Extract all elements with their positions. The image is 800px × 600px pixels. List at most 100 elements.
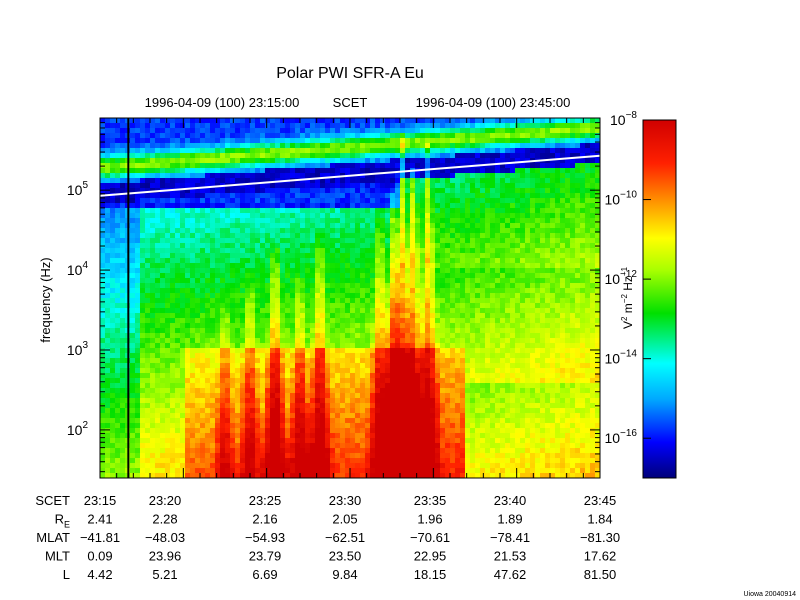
- spectrogram-cell: [265, 208, 271, 214]
- spectrogram-cell: [200, 263, 206, 269]
- spectrogram-cell: [405, 458, 411, 464]
- spectrogram-cell: [280, 298, 286, 304]
- spectrogram-cell: [320, 188, 326, 194]
- spectrogram-cell: [165, 453, 171, 459]
- spectrogram-cell: [210, 448, 216, 454]
- spectrogram-cell: [390, 413, 396, 419]
- spectrogram-cell: [350, 288, 356, 294]
- spectrogram-cell: [210, 373, 216, 379]
- spectrogram-cell: [385, 373, 391, 379]
- spectrogram-cell: [175, 148, 181, 154]
- spectrogram-cell: [445, 208, 451, 214]
- spectrogram-cell: [290, 378, 296, 384]
- spectrogram-cell: [325, 323, 331, 329]
- spectrogram-cell: [400, 153, 406, 159]
- spectrogram-cell: [355, 148, 361, 154]
- spectrogram-cell: [220, 338, 226, 344]
- spectrogram-cell: [165, 243, 171, 249]
- spectrogram-cell: [180, 363, 186, 369]
- spectrogram-cell: [135, 218, 141, 224]
- spectrogram-cell: [265, 218, 271, 224]
- spectrogram-cell: [365, 473, 371, 478]
- spectrogram-cell: [190, 178, 196, 184]
- spectrogram-cell: [345, 143, 351, 149]
- spectrogram-cell: [190, 168, 196, 174]
- spectrogram-cell: [325, 463, 331, 469]
- spectrogram-cell: [255, 333, 261, 339]
- spectrogram-cell: [250, 358, 256, 364]
- spectrogram-cell: [120, 393, 126, 399]
- spectrogram-cell: [120, 123, 126, 129]
- spectrogram-cell: [140, 438, 146, 444]
- spectrogram-cell: [410, 133, 416, 139]
- spectrogram-cell: [415, 228, 421, 234]
- spectrogram-cell: [250, 323, 256, 329]
- spectrogram-cell: [235, 298, 241, 304]
- spectrogram-cell: [295, 133, 301, 139]
- spectrogram-cell: [240, 423, 246, 429]
- spectrogram-cell: [440, 298, 446, 304]
- spectrogram-cell: [405, 408, 411, 414]
- spectrogram-cell: [285, 468, 291, 474]
- spectrogram-cell: [110, 283, 116, 289]
- spectrogram-cell: [250, 188, 256, 194]
- spectrogram-cell: [375, 143, 381, 149]
- spectrogram-cell: [230, 143, 236, 149]
- spectrogram-cell: [105, 333, 111, 339]
- spectrogram-cell: [440, 453, 446, 459]
- spectrogram-cell: [385, 388, 391, 394]
- spectrogram-cell: [120, 143, 126, 149]
- spectrogram-cell: [180, 433, 186, 439]
- spectrogram-cell: [120, 458, 126, 464]
- spectrogram-cell: [440, 323, 446, 329]
- spectrogram-cell: [220, 353, 226, 359]
- spectrogram-cell: [340, 473, 346, 478]
- spectrogram-cell: [360, 118, 366, 124]
- spectrogram-cell: [335, 423, 341, 429]
- spectrogram-cell: [270, 238, 276, 244]
- spectrogram-cell: [220, 198, 226, 204]
- spectrogram-cell: [115, 338, 121, 344]
- spectrogram-cell: [110, 328, 116, 334]
- spectrogram-cell: [375, 238, 381, 244]
- spectrogram-cell: [155, 263, 161, 269]
- spectrogram-cell: [140, 248, 146, 254]
- spectrogram-cell: [305, 458, 311, 464]
- spectrogram-cell: [200, 328, 206, 334]
- spectrogram-cell: [295, 143, 301, 149]
- spectrogram-cell: [205, 328, 211, 334]
- spectrogram-cell: [430, 448, 436, 454]
- spectrogram-cell: [155, 243, 161, 249]
- spectrogram-cell: [355, 203, 361, 209]
- spectrogram-cell: [280, 148, 286, 154]
- spectrogram-cell: [120, 328, 126, 334]
- spectrogram-cell: [330, 193, 336, 199]
- spectrogram-cell: [330, 293, 336, 299]
- spectrogram-cell: [295, 468, 301, 474]
- spectrogram-cell: [145, 323, 151, 329]
- spectrogram-cell: [250, 288, 256, 294]
- spectrogram-cell: [210, 413, 216, 419]
- spectrogram-cell: [180, 283, 186, 289]
- spectrogram-cell: [335, 183, 341, 189]
- spectrogram-cell: [270, 298, 276, 304]
- spectrogram-cell: [435, 233, 441, 239]
- spectrogram-cell: [135, 338, 141, 344]
- spectrogram-cell: [260, 463, 266, 469]
- spectrogram-cell: [115, 308, 121, 314]
- spectrogram-cell: [400, 118, 406, 124]
- spectrogram-cell: [365, 363, 371, 369]
- spectrogram-cell: [200, 368, 206, 374]
- spectrogram-cell: [160, 293, 166, 299]
- spectrogram-cell: [310, 258, 316, 264]
- spectrogram-cell: [110, 268, 116, 274]
- spectrogram-cell: [315, 308, 321, 314]
- spectrogram-cell: [110, 368, 116, 374]
- spectrogram-cell: [345, 428, 351, 434]
- spectrogram-cell: [305, 123, 311, 129]
- spectrogram-cell: [290, 153, 296, 159]
- spectrogram-cell: [195, 293, 201, 299]
- spectrogram-cell: [310, 228, 316, 234]
- spectrogram-cell: [410, 278, 416, 284]
- spectrogram-cell: [320, 388, 326, 394]
